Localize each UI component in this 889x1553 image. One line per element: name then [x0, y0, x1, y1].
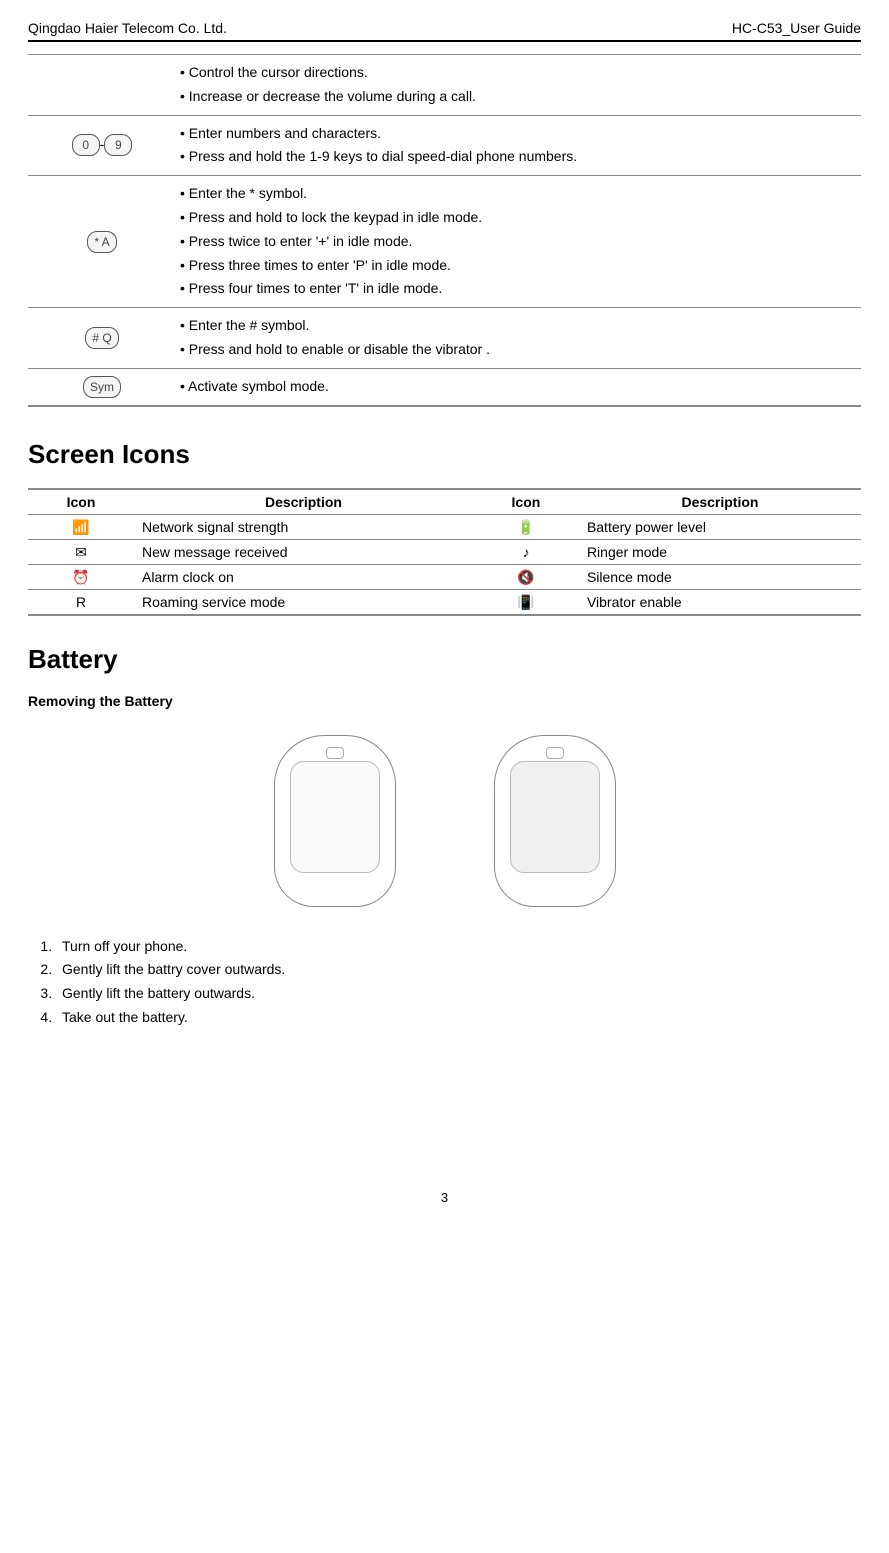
- description-line: • Press twice to enter '+' in idle mode.: [180, 230, 857, 254]
- table-row: ⏰ Alarm clock on 🔇 Silence mode: [28, 564, 861, 589]
- battery-subtitle: Removing the Battery: [28, 693, 861, 709]
- description-cell: Network signal strength: [134, 514, 473, 539]
- description-line: • Enter the * symbol.: [180, 182, 857, 206]
- description-line: • Enter numbers and characters.: [180, 122, 857, 146]
- page-header: Qingdao Haier Telecom Co. Ltd. HC-C53_Us…: [28, 20, 861, 36]
- description-line: • Increase or decrease the volume during…: [180, 85, 857, 109]
- icon-cell: ♪: [473, 539, 579, 564]
- status-icon: 🔇: [517, 569, 535, 585]
- description-line: • Press and hold the 1-9 keys to dial sp…: [180, 145, 857, 169]
- table-row: ✉ New message received ♪ Ringer mode: [28, 539, 861, 564]
- description-cell: Vibrator enable: [579, 589, 861, 615]
- col-description: Description: [134, 489, 473, 515]
- description-cell: • Control the cursor directions.• Increa…: [176, 55, 861, 116]
- key-cell: * A: [28, 176, 176, 308]
- key-icon: Sym: [83, 376, 121, 398]
- description-cell: Ringer mode: [579, 539, 861, 564]
- list-item: Gently lift the battery outwards.: [56, 982, 861, 1006]
- list-item: Turn off your phone.: [56, 935, 861, 959]
- status-icon: 🔋: [517, 519, 535, 535]
- battery-steps-list: Turn off your phone.Gently lift the batt…: [28, 935, 861, 1030]
- description-cell: New message received: [134, 539, 473, 564]
- status-icon: R: [72, 594, 90, 610]
- screen-icons-title: Screen Icons: [28, 439, 861, 470]
- key-cell: 0-9: [28, 115, 176, 176]
- list-item: Take out the battery.: [56, 1006, 861, 1030]
- phone-image-1: [250, 721, 420, 921]
- description-cell: • Enter the # symbol.• Press and hold to…: [176, 308, 861, 369]
- icon-cell: 📶: [28, 514, 134, 539]
- description-line: • Press three times to enter 'P' in idle…: [180, 254, 857, 278]
- description-cell: Roaming service mode: [134, 589, 473, 615]
- table-row: • Control the cursor directions.• Increa…: [28, 55, 861, 116]
- header-left: Qingdao Haier Telecom Co. Ltd.: [28, 20, 227, 36]
- description-line: • Press and hold to lock the keypad in i…: [180, 206, 857, 230]
- status-icon: ✉: [72, 544, 90, 560]
- table-row: R Roaming service mode 📳 Vibrator enable: [28, 589, 861, 615]
- key-cell: Sym: [28, 368, 176, 405]
- key-functions-table: • Control the cursor directions.• Increa…: [28, 54, 861, 407]
- icon-cell: R: [28, 589, 134, 615]
- status-icon: 📶: [72, 519, 90, 535]
- status-icon: 📳: [517, 594, 535, 610]
- key-icon: 0: [72, 134, 100, 156]
- description-line: • Control the cursor directions.: [180, 61, 857, 85]
- icon-cell: 🔋: [473, 514, 579, 539]
- table-header-row: Icon Description Icon Description: [28, 489, 861, 515]
- table-row: Sym • Activate symbol mode.: [28, 368, 861, 405]
- description-line: • Activate symbol mode.: [180, 375, 857, 399]
- screen-icons-table: Icon Description Icon Description 📶 Netwo…: [28, 488, 861, 616]
- description-cell: Alarm clock on: [134, 564, 473, 589]
- description-cell: • Activate symbol mode.: [176, 368, 861, 405]
- icon-cell: 📳: [473, 589, 579, 615]
- table-row: 0-9• Enter numbers and characters.• Pres…: [28, 115, 861, 176]
- description-line: • Press four times to enter 'T' in idle …: [180, 277, 857, 301]
- phone-illustrations: [28, 721, 861, 921]
- description-line: • Enter the # symbol.: [180, 314, 857, 338]
- key-icon: # Q: [85, 327, 118, 349]
- battery-title: Battery: [28, 644, 861, 675]
- table-row: # Q • Enter the # symbol.• Press and hold…: [28, 308, 861, 369]
- status-icon: ⏰: [72, 569, 90, 585]
- table-row: 📶 Network signal strength 🔋 Battery power l…: [28, 514, 861, 539]
- header-rule: [28, 40, 861, 42]
- header-right: HC-C53_User Guide: [732, 20, 861, 36]
- col-icon: Icon: [473, 489, 579, 515]
- description-cell: • Enter numbers and characters.• Press a…: [176, 115, 861, 176]
- col-description: Description: [579, 489, 861, 515]
- key-icon: * A: [87, 231, 116, 253]
- description-cell: Battery power level: [579, 514, 861, 539]
- icon-cell: 🔇: [473, 564, 579, 589]
- col-icon: Icon: [28, 489, 134, 515]
- phone-image-2: [470, 721, 640, 921]
- table-row: * A • Enter the * symbol.• Press and hold…: [28, 176, 861, 308]
- description-cell: • Enter the * symbol.• Press and hold to…: [176, 176, 861, 308]
- icon-cell: ⏰: [28, 564, 134, 589]
- icon-cell: ✉: [28, 539, 134, 564]
- key-icon: 9: [104, 134, 132, 156]
- page-number: 3: [28, 1190, 861, 1205]
- description-line: • Press and hold to enable or disable th…: [180, 338, 857, 362]
- description-cell: Silence mode: [579, 564, 861, 589]
- list-item: Gently lift the battry cover outwards.: [56, 958, 861, 982]
- key-cell: # Q: [28, 308, 176, 369]
- status-icon: ♪: [517, 544, 535, 560]
- key-cell: [28, 55, 176, 116]
